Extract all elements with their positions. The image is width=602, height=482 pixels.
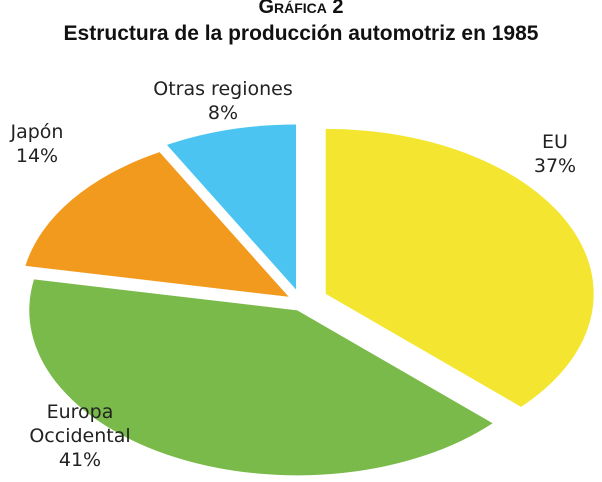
pie-slice	[166, 124, 297, 290]
slice-label: EU	[542, 131, 568, 153]
slice-value-label: 41%	[58, 449, 102, 471]
slice-label: Europa Occidental	[29, 401, 131, 447]
slice-label: Otras regiones	[153, 78, 293, 100]
chart-title: Gráfica 2	[258, 0, 344, 18]
chart-subtitle: Estructura de la producción automotriz e…	[63, 22, 539, 45]
slice-label: Japón	[10, 121, 64, 143]
slice-value-label: 37%	[533, 155, 577, 177]
slice-value-label: 14%	[15, 145, 59, 167]
slice-value-label: 8%	[207, 102, 239, 124]
pie-slice	[25, 152, 289, 297]
pie-slice	[29, 279, 493, 476]
pie-slice	[325, 128, 594, 407]
